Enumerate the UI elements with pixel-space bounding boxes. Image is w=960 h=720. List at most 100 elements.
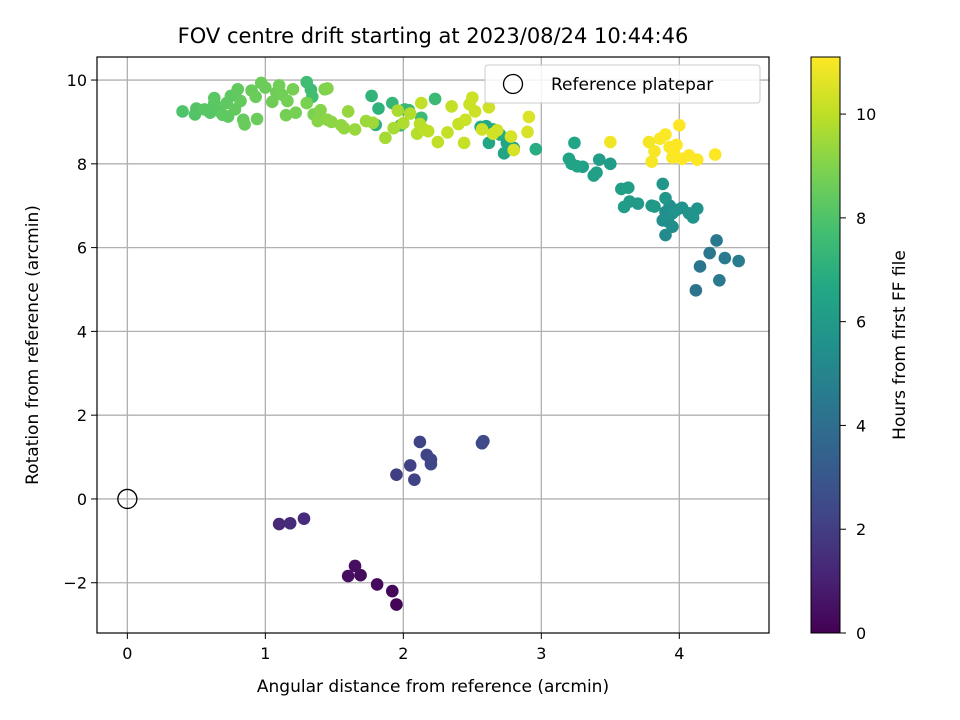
scatter-point [370,578,384,591]
y-tick-label: 8 [77,155,87,174]
colorbar-tick-label: 4 [856,416,866,435]
y-tick-label: 4 [77,322,87,341]
colorbar-tick-label: 6 [856,313,866,332]
scatter-point [459,113,472,127]
legend-label-reference: Reference platepar [551,75,713,95]
scatter-point [466,91,479,104]
scatter-point [718,251,732,265]
scatter-point [337,121,351,135]
scatter-point [507,143,521,157]
y-tick-label: 6 [77,239,87,258]
scatter-point [176,105,189,118]
scatter-point [390,598,403,611]
x-axis-label: Angular distance from reference (arcmin) [257,677,609,697]
scatter-point [475,123,489,136]
scatter-point [238,118,251,131]
scatter-point [482,100,496,114]
scatter-point [648,144,661,158]
scatter-point [713,273,726,287]
scatter-point [365,89,378,103]
colorbar-tick-label: 8 [856,209,866,228]
scatter-point [289,106,303,120]
y-tick-label: 2 [77,406,87,425]
scatter-point [207,91,221,105]
scatter-point [504,130,518,143]
scatter-point [659,128,672,141]
scatter-point [666,220,679,233]
x-axis: 0 1 2 3 4 [122,633,684,663]
scatter-points [176,75,745,611]
chart-title: FOV centre drift starting at 2023/08/24 … [178,24,689,48]
scatter-point [250,112,264,126]
scatter-point [348,559,362,573]
scatter-point [321,82,334,95]
scatter-point [642,135,656,149]
scatter-point [314,103,327,117]
x-tick-label: 4 [674,644,684,663]
scatter-point [428,92,442,106]
scatter-point [286,82,300,96]
y-axis: −2 0 2 4 6 8 10 [63,71,97,593]
x-tick-label: 2 [398,644,408,663]
scatter-point [272,517,286,531]
scatter-point [659,228,672,242]
scatter-point [341,569,355,583]
scatter-point [431,135,445,149]
scatter-point [424,457,438,471]
y-tick-label: 10 [67,71,87,90]
scatter-point [372,102,385,115]
legend-marker-reference [502,73,524,95]
scatter-point [198,103,211,116]
scatter-point [408,473,421,486]
x-tick-label: 3 [536,644,546,663]
scatter-point [441,126,454,139]
scatter-point [592,153,606,166]
scatter-point [690,202,704,215]
scatter-point [259,81,272,94]
colorbar-tick-label: 0 [856,624,866,643]
legend: Reference platepar [484,64,761,104]
scatter-point [403,459,417,472]
scatter-point [297,512,311,525]
scatter-point [689,284,703,297]
scatter-point [397,116,410,130]
scatter-point [604,157,617,171]
scatter-point [457,136,471,150]
scatter-point [497,147,511,160]
scatter-point [477,434,490,448]
scatter-point [231,82,245,96]
y-tick-label: −2 [63,574,87,593]
scatter-point [490,124,504,137]
scatter-point [690,153,704,166]
legend-box [484,64,761,104]
colorbar: 0 2 4 6 8 10 Hours from first FF file [810,56,910,643]
scatter-point [673,118,686,132]
scatter-point [522,110,536,124]
y-tick-label: 0 [77,490,87,509]
scatter-point [249,90,262,104]
scatter-point [283,516,297,530]
scatter-point [645,155,659,169]
scatter-point [708,148,722,161]
colorbar-tick-label: 2 [856,520,866,539]
scatter-point [300,96,314,110]
scatter-point [590,166,603,179]
scatter-point [341,105,355,118]
colorbar-gradient [810,56,841,634]
plot-frame [96,56,770,634]
scatter-point [568,136,581,150]
scatter-point [615,182,628,196]
scatter-point [413,435,427,449]
scatter-point [234,94,247,108]
scatter-point [521,125,534,139]
y-axis-label: Rotation from reference (arcmin) [23,205,43,485]
colorbar-label: Hours from first FF file [890,250,910,440]
scatter-point [445,100,458,113]
scatter-point [648,200,661,213]
colorbar-ticks: 0 2 4 6 8 10 [840,105,876,643]
scatter-point [414,96,428,110]
grid [97,57,769,633]
scatter-point [366,116,380,130]
scatter-point [693,260,707,273]
